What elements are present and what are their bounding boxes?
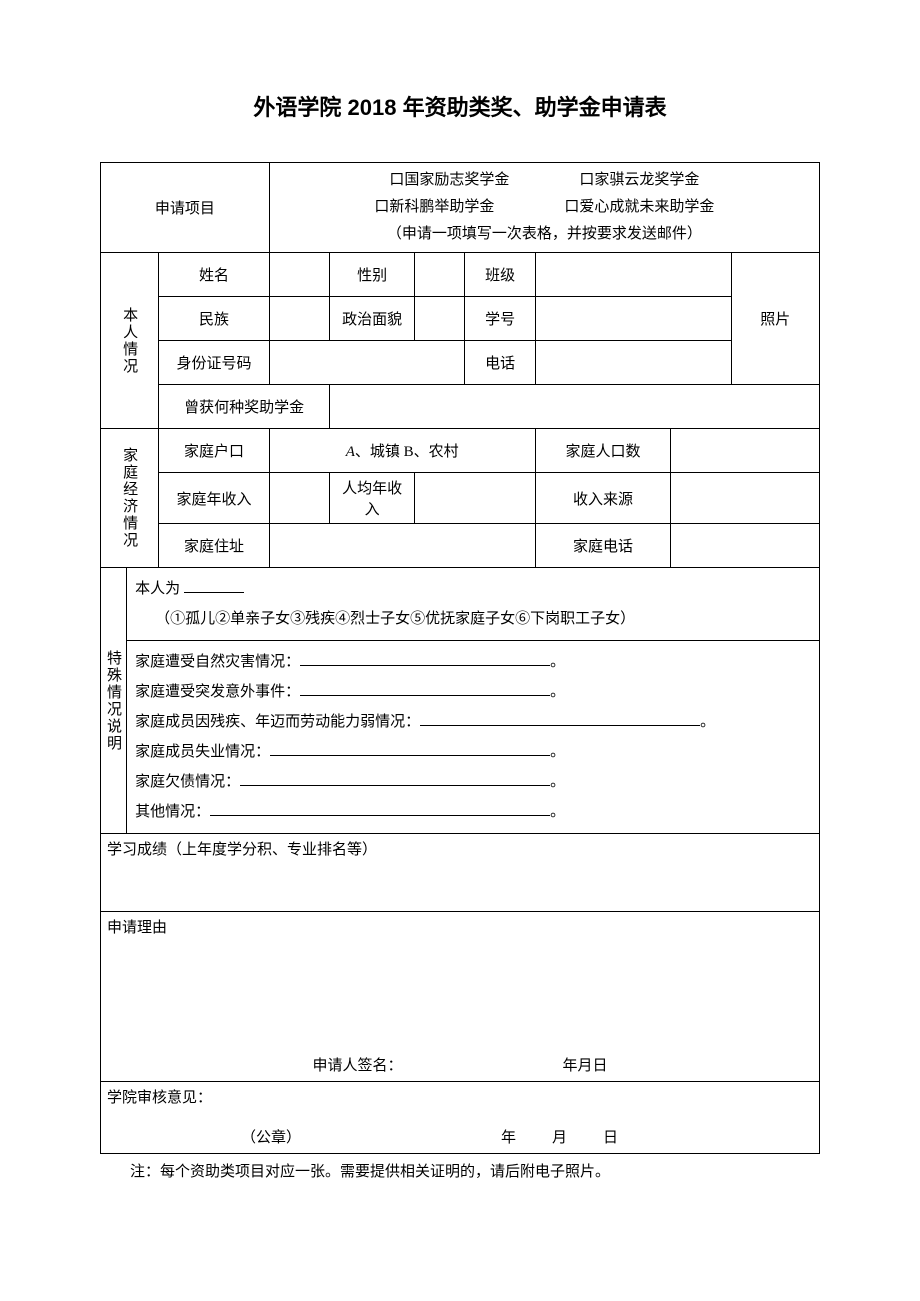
special-self[interactable]: 本人为 （①孤儿②单亲子女③残疾④烈士子女⑤优抚家庭子女⑥下岗职工子女）	[127, 568, 820, 641]
field-ethnic[interactable]	[269, 297, 329, 341]
opt-jiaqi[interactable]: 口家骐云龙奖学金	[579, 167, 699, 194]
label-income-src: 收入来源	[535, 473, 671, 524]
footnote: 注：每个资助类项目对应一张。需要提供相关证明的，请后附电子照片。	[100, 1160, 820, 1181]
label-name: 姓名	[159, 253, 269, 297]
field-phone[interactable]	[535, 341, 731, 385]
study-cell[interactable]: 学习成绩（上年度学分积、专业排名等）	[101, 834, 820, 912]
field-pop[interactable]	[671, 429, 820, 473]
page-title: 外语学院 2018 年资助类奖、助学金申请表	[100, 90, 820, 122]
field-stuno[interactable]	[535, 297, 731, 341]
opt-aixin[interactable]: 口爱心成就未来助学金	[564, 194, 714, 221]
label-gender: 性别	[329, 253, 414, 297]
applicant-sign: 申请人签名：	[312, 1054, 402, 1075]
label-home-phone: 家庭电话	[535, 524, 671, 568]
label-phone: 电话	[465, 341, 535, 385]
field-name[interactable]	[269, 253, 329, 297]
label-award-hist: 曾获何种奖助学金	[159, 385, 330, 429]
label-addr: 家庭住址	[159, 524, 269, 568]
reason-cell[interactable]: 申请理由 申请人签名： 年月日	[101, 912, 820, 1082]
field-income[interactable]	[269, 473, 329, 524]
field-political[interactable]	[415, 297, 465, 341]
label-class: 班级	[465, 253, 535, 297]
apply-options: 口国家励志奖学金 口家骐云龙奖学金 口新科鹏举助学金 口爱心成就未来助学金 （申…	[269, 163, 819, 253]
opt-guojia[interactable]: 口国家励志奖学金	[389, 167, 509, 194]
label-income: 家庭年收入	[159, 473, 269, 524]
review-seal: （公章）	[241, 1126, 301, 1147]
label-pop: 家庭人口数	[535, 429, 671, 473]
application-form: 申请项目 口国家励志奖学金 口家骐云龙奖学金 口新科鹏举助学金 口爱心成就未来助…	[100, 162, 820, 1154]
special-details[interactable]: 家庭遭受自然灾害情况：。 家庭遭受突发意外事件：。 家庭成员因残疾、年迈而劳动能…	[127, 641, 820, 834]
field-avg-income[interactable]	[415, 473, 535, 524]
review-cell[interactable]: 学院审核意见： （公章） 年 月 日	[101, 1082, 820, 1154]
field-gender[interactable]	[415, 253, 465, 297]
apply-note: （申请一项填写一次表格，并按要求发送邮件）	[276, 221, 813, 248]
section-special: 特殊情况说明	[101, 568, 127, 834]
label-political: 政治面貌	[329, 297, 414, 341]
review-date: 年 月 日	[501, 1126, 620, 1147]
label-hukou: 家庭户口	[159, 429, 269, 473]
label-avg-income: 人均年收入	[329, 473, 414, 524]
label-stuno: 学号	[465, 297, 535, 341]
photo-cell: 照片	[731, 253, 819, 385]
applicant-date: 年月日	[563, 1054, 608, 1075]
label-idno: 身份证号码	[159, 341, 269, 385]
field-addr[interactable]	[269, 524, 535, 568]
opt-xinke[interactable]: 口新科鹏举助学金	[374, 194, 494, 221]
field-idno[interactable]	[269, 341, 465, 385]
field-hukou[interactable]: A、城镇 B、农村	[269, 429, 535, 473]
section-personal: 本人情况	[101, 253, 159, 429]
field-income-src[interactable]	[671, 473, 820, 524]
section-family: 家庭经济情况	[101, 429, 159, 568]
field-home-phone[interactable]	[671, 524, 820, 568]
field-class[interactable]	[535, 253, 731, 297]
label-ethnic: 民族	[159, 297, 269, 341]
apply-label: 申请项目	[101, 163, 270, 253]
field-award-hist[interactable]	[329, 385, 819, 429]
